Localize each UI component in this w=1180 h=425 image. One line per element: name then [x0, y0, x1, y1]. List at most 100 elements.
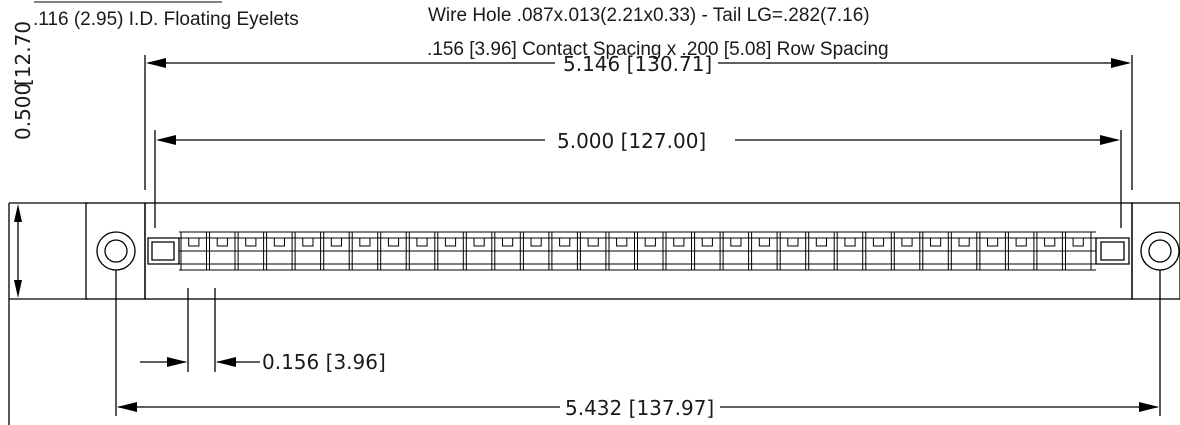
contact-notch: [701, 237, 713, 247]
contact-top: [722, 231, 750, 252]
right-eyelet-inner: [1148, 239, 1172, 263]
contact-bottom: [722, 250, 750, 271]
contact-notch: [473, 237, 485, 247]
contact-top: [237, 231, 265, 252]
contact-bottom: [551, 250, 578, 271]
contact-top: [266, 231, 293, 252]
contact-bottom: [351, 250, 379, 271]
contact-top: [1065, 231, 1092, 252]
contact-notch: [758, 237, 770, 247]
contact-notch: [644, 237, 656, 247]
card-slot-right-outline: [1095, 237, 1130, 265]
contact-notch: [216, 237, 228, 247]
contact-top: [979, 231, 1006, 252]
contact-top: [779, 231, 807, 252]
contact-top: [323, 231, 350, 252]
eyelet-note: .116 (2.95) I.D. Floating Eyelets: [33, 9, 299, 30]
contact-bottom: [865, 250, 892, 271]
contact-bottom: [1065, 250, 1092, 271]
contact-bottom: [408, 250, 436, 271]
wire-hole-note: Wire Hole .087x.013(2.21x0.33) - Tail LG…: [428, 5, 870, 26]
contact-bottom: [494, 250, 521, 271]
contact-bottom: [209, 250, 236, 271]
contact-notch: [1072, 237, 1084, 247]
contact-top: [1007, 231, 1035, 252]
connector-housing: [144, 202, 1133, 300]
height-arrow-top: [14, 204, 22, 222]
contact-bottom: [779, 250, 807, 271]
contact-bottom: [579, 250, 607, 271]
contact-top: [494, 231, 521, 252]
contact-notch: [930, 237, 942, 247]
body-arrow-left: [146, 58, 166, 68]
contact-notch: [530, 237, 542, 247]
contact-notch: [787, 237, 799, 247]
contact-notch: [502, 237, 514, 247]
contact-notch: [302, 237, 314, 247]
card-slot-left-chamfer: [151, 241, 175, 261]
contact-top: [893, 231, 921, 252]
contact-bottom: [1007, 250, 1035, 271]
contact-top: [294, 231, 322, 252]
contact-top: [180, 231, 207, 252]
card-slot-right-chamfer: [1100, 241, 1125, 261]
height-dimension-metric-label: [12.70: [11, 21, 35, 86]
spacing-note: .156 [3.96] Contact Spacing x .200 [5.08…: [427, 39, 889, 60]
mount-arrow-left: [117, 402, 137, 412]
contact-bottom: [266, 250, 293, 271]
contact-top: [465, 231, 493, 252]
contact-notch: [1015, 237, 1027, 247]
pitch-dimension-label: 0.156 [3.96]: [262, 350, 386, 374]
contact-bottom: [294, 250, 322, 271]
contact-notch: [387, 237, 400, 247]
contact-bottom: [979, 250, 1006, 271]
contact-bottom: [893, 250, 921, 271]
contact-notch: [188, 237, 200, 247]
right-mounting-flange: [1131, 202, 1180, 300]
mount-arrow-right: [1139, 402, 1159, 412]
contact-notch: [587, 237, 599, 247]
contact-notch: [416, 237, 428, 247]
contact-top: [1036, 231, 1063, 252]
contact-bottom: [380, 250, 407, 271]
contact-bottom: [237, 250, 265, 271]
mount-dimension-label: 5.432 [137.97]: [565, 396, 714, 420]
contact-top: [836, 231, 864, 252]
contact-top: [922, 231, 949, 252]
contact-notch: [815, 237, 827, 247]
contact-bottom: [922, 250, 949, 271]
left-eyelet-outer: [96, 231, 136, 271]
contact-bottom: [836, 250, 864, 271]
contact-bottom: [1036, 250, 1063, 271]
contact-bottom: [437, 250, 464, 271]
contact-bottom: [323, 250, 350, 271]
height-dimension-label: 0.500: [11, 83, 35, 140]
span-arrow-right: [1100, 135, 1120, 145]
right-eyelet-outer: [1140, 231, 1180, 271]
contact-top: [865, 231, 892, 252]
contact-top: [522, 231, 550, 252]
body-dimension-label: 5.146 [130.71]: [563, 52, 712, 76]
pitch-arrow-right: [216, 357, 236, 367]
contact-top: [950, 231, 978, 252]
contact-notch: [330, 237, 342, 247]
contact-bottom: [180, 250, 207, 271]
contact-top: [579, 231, 607, 252]
contact-notch: [444, 237, 457, 247]
contact-bottom: [950, 250, 978, 271]
contact-notch: [844, 237, 856, 247]
contact-top: [408, 231, 436, 252]
contact-top: [437, 231, 464, 252]
contact-bottom: [522, 250, 550, 271]
contact-notch: [1044, 237, 1056, 247]
contact-top: [351, 231, 379, 252]
contact-notch: [559, 237, 571, 247]
contact-notch: [273, 237, 285, 247]
contact-notch: [730, 237, 742, 247]
span-arrow-left: [156, 135, 176, 145]
contact-notch: [872, 237, 885, 247]
contact-bottom: [694, 250, 721, 271]
contact-bottom: [665, 250, 692, 271]
contacts-group: [180, 231, 1092, 271]
contact-top: [637, 231, 664, 252]
